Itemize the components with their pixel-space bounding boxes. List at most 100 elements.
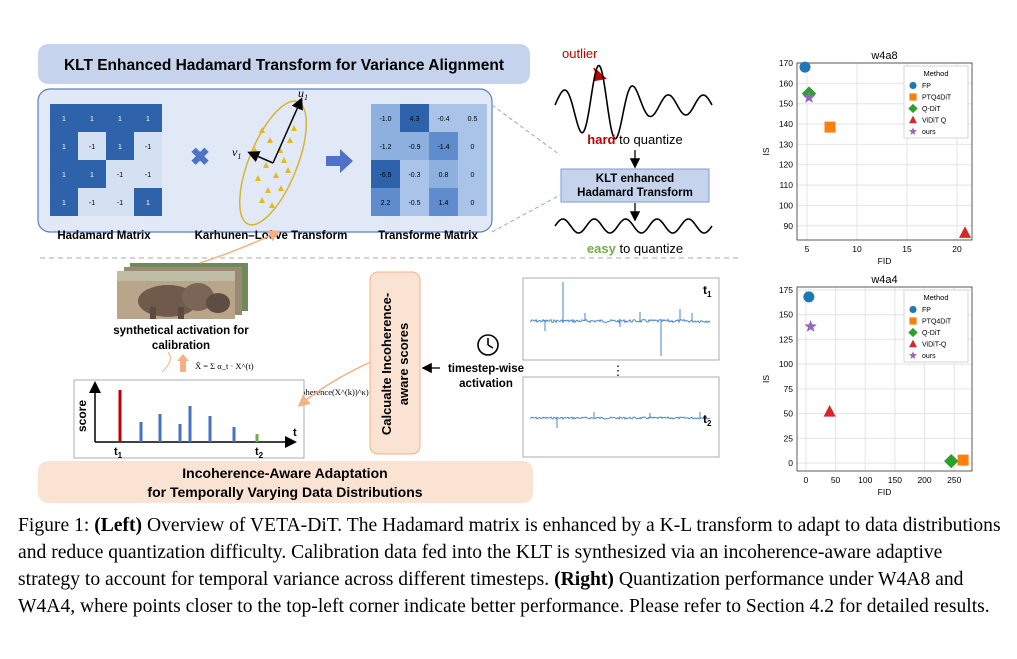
transform-matrix-label: Transforme Matrix (378, 230, 478, 242)
hadamard-cell-value: 1 (146, 200, 150, 207)
y-tick-label: 110 (779, 180, 793, 190)
transform-cell (458, 132, 487, 160)
legend-marker (908, 103, 918, 114)
transform-cell-value: 0 (471, 144, 475, 151)
x-axis-label: FID (878, 487, 892, 497)
legend-label: PTQ4DiT (922, 95, 952, 102)
legend-marker (909, 115, 917, 124)
transform-cell-value: -0.3 (408, 172, 420, 179)
score-bar (255, 434, 259, 442)
y-tick-label: 0 (788, 458, 793, 468)
caption-right-text: Quantization performance under W4A8 and … (18, 569, 990, 617)
legend-marker (908, 127, 918, 135)
synthetic-label-line2: calibration (152, 340, 210, 352)
transform-cell-value: -1.2 (379, 144, 391, 151)
scatter-chart-w4a8: 5 10 15 20 90 100 110 120 130 140 150 160 170 w4a8 FID… (761, 50, 973, 266)
hadamard-cell-value: 1 (62, 144, 66, 151)
activation-plot-t1: t1 (522, 277, 720, 361)
x-tick-label: 50 (831, 475, 841, 485)
v1-arrow (247, 151, 274, 164)
hadamard-cell (134, 132, 162, 160)
hadamard-cell (50, 104, 78, 132)
figure-canvas: KLT Enhanced Hadamard Transform for Vari… (37, 44, 973, 503)
hadamard-cell (106, 132, 134, 160)
x-tick-label: 150 (888, 475, 902, 485)
y-tick-label: 50 (784, 409, 794, 419)
legend-marker (908, 351, 918, 359)
y-tick-label: 100 (779, 200, 793, 210)
transform-cell (429, 160, 458, 188)
klt-enhanced-line1: KLT enhanced (596, 173, 674, 185)
u1-label: u1 (298, 86, 308, 102)
transform-cell-value: 1.4 (439, 200, 449, 207)
data-point-vidit-q (958, 226, 972, 238)
y-tick-label: 25 (784, 433, 794, 443)
hadamard-cell-value: 1 (146, 116, 150, 123)
scatter-chart-w4a4: 0 50 100 150 200 250 0 25 50 75 100 125 150 175 w4a4 FI… (761, 274, 973, 497)
transform-matrix: -1.0 4.3 -0.4 0.5 -1.2 -0.9 -1.4 0 -6.5 -0.3 0.8 0 2… (371, 104, 487, 216)
klt-sample-dot (263, 162, 269, 168)
hadamard-cell-value: 1 (118, 144, 122, 151)
y-tick-label: 150 (779, 310, 793, 320)
score-bar (188, 406, 192, 442)
hadamard-cell-value: -1 (89, 144, 95, 151)
y-tick-label: 150 (779, 99, 793, 109)
klt-sample-dot (255, 175, 261, 181)
formula-curve (161, 351, 171, 373)
hard-wave (554, 64, 713, 140)
hadamard-cell-value: -1 (145, 144, 151, 151)
transform-cell-value: -1.0 (379, 116, 391, 123)
y-axis-label: IS (761, 147, 771, 155)
hadamard-cell (134, 160, 162, 188)
x-tick-label: 10 (852, 244, 862, 254)
legend-marker (909, 339, 917, 348)
data-point-ptq4dit (957, 454, 969, 466)
activation-plot-t2: t2 (522, 376, 720, 458)
hadamard-label: Hadamard Matrix (57, 230, 151, 242)
transform-cell-value: 4.3 (410, 116, 420, 123)
score-bar (232, 427, 236, 442)
transform-cell-value: -1.4 (437, 144, 449, 151)
calc-line1: Calcualte Incoherence- (379, 293, 394, 435)
y-tick-label: 120 (779, 160, 793, 170)
klt-sample-dot (287, 137, 293, 143)
t1-tick: t1 (114, 446, 123, 460)
transform-cell (400, 104, 429, 132)
data-point-fp (803, 291, 815, 303)
y-tick-label: 90 (784, 221, 794, 231)
chart-title: w4a4 (870, 274, 897, 286)
hadamard-cell-value: 1 (90, 172, 94, 179)
x-tick-label: 20 (952, 244, 962, 254)
elephant-photo-stack (117, 263, 248, 319)
score-axis-label: score (75, 400, 89, 432)
klt-sample-dot (259, 127, 265, 133)
transform-cell (429, 132, 458, 160)
data-point-vidit-q (823, 405, 836, 417)
x-tick-label: 200 (917, 475, 931, 485)
data-point-ours (804, 320, 817, 332)
legend-title: Method (923, 69, 948, 78)
easy-label: easy to quantize (587, 241, 683, 256)
transform-cell-value: 0.8 (439, 172, 449, 179)
y-tick-label: 160 (779, 78, 793, 88)
hadamard-cell-value: -1 (117, 200, 123, 207)
figure-caption: Figure 1: (Left) Overview of VETA-DiT. T… (18, 512, 1003, 620)
outlier-label: outlier (562, 46, 598, 61)
x-tick-label: 250 (947, 475, 961, 485)
score-bar (208, 416, 212, 442)
legend-label: FP (922, 83, 931, 90)
x-tick-label: 100 (858, 475, 872, 485)
y-tick-label: 130 (779, 139, 793, 149)
klt-sample-dot (278, 185, 284, 191)
legend-label: ours (922, 353, 936, 360)
x-tick-label: 0 (804, 475, 809, 485)
klt-sample-dot (259, 197, 265, 203)
x-tick-label: 15 (902, 244, 912, 254)
score-bar (118, 390, 122, 442)
transform-cell-value: -0.4 (437, 116, 449, 123)
legend-label: ViDiT Q (922, 118, 947, 125)
klt-enhanced-line2: Hadamard Transform (577, 187, 693, 199)
klt-sample-dot (265, 187, 271, 193)
transform-cell-value: 0 (471, 200, 475, 207)
calc-line2: aware scores (396, 323, 411, 405)
